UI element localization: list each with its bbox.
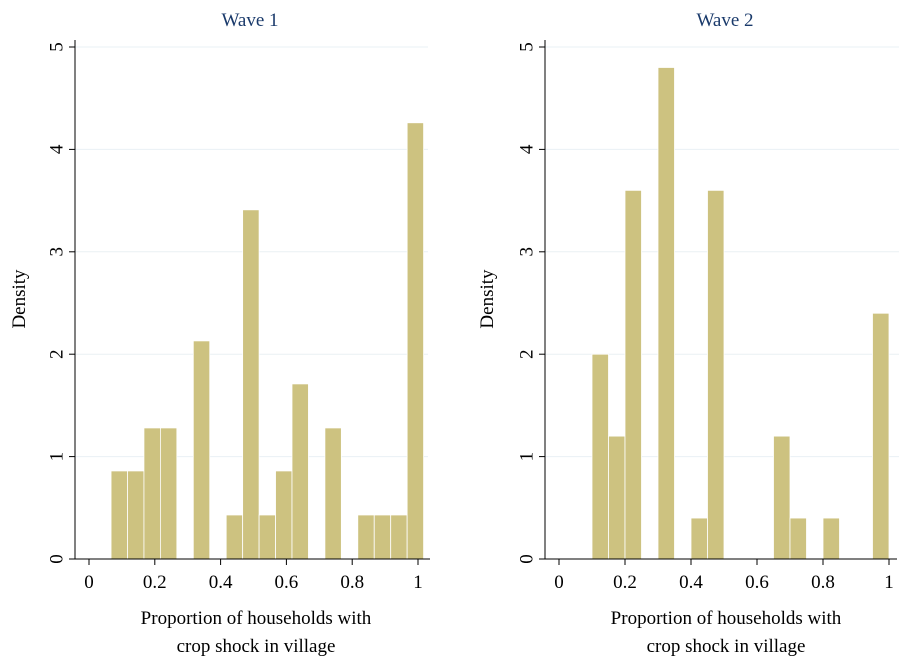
histogram-bar xyxy=(258,514,276,560)
histogram-bar xyxy=(690,517,708,560)
histogram-bar xyxy=(624,189,642,560)
histogram-bar xyxy=(110,470,128,560)
histogram-bar xyxy=(357,514,375,560)
x-tick-label: 0.6 xyxy=(745,572,769,593)
y-tick-label: 1 xyxy=(517,452,538,462)
panel-title: Wave 1 xyxy=(221,10,278,31)
histogram-bar xyxy=(822,517,840,560)
y-tick-label: 5 xyxy=(517,42,538,52)
x-tick-label: 0.6 xyxy=(275,572,299,593)
y-tick-label: 4 xyxy=(517,144,538,154)
y-axis-label: Density xyxy=(477,269,498,329)
x-axis-label-line-1: Proportion of households with xyxy=(611,608,842,629)
histogram-bar xyxy=(242,209,260,560)
histogram-bar xyxy=(707,189,725,560)
histogram-bar xyxy=(159,427,178,560)
histogram-bars xyxy=(591,67,890,560)
histogram-bar xyxy=(192,340,211,560)
y-tick-label: 3 xyxy=(47,247,68,256)
x-axis-label-line-1: Proportion of households with xyxy=(141,608,372,629)
x-axis-label-line-2: crop shock in village xyxy=(647,636,806,657)
x-tick-label: 0.2 xyxy=(143,572,167,593)
histogram-bar xyxy=(773,435,791,560)
histogram-bar xyxy=(291,383,309,560)
histogram-bar xyxy=(657,67,675,560)
histogram-bar xyxy=(143,427,161,560)
y-tick-label: 3 xyxy=(517,247,538,256)
histogram-bar xyxy=(275,470,293,560)
histogram-bar xyxy=(373,514,392,560)
histogram-bar xyxy=(127,470,145,560)
y-tick-label: 0 xyxy=(47,554,68,564)
panel-wave-2: Wave 2 0 1 2 3 4 5 0 0.2 0.4 0.6 0.8 1 Density Pro… xyxy=(477,10,899,657)
x-tick-label: 0.8 xyxy=(811,572,835,593)
x-axis-label-line-2: crop shock in village xyxy=(177,636,336,657)
histogram-bar xyxy=(872,312,890,560)
x-tick-label: 0.4 xyxy=(209,572,233,593)
histogram-bar xyxy=(225,514,244,560)
x-tick-label: 0.8 xyxy=(340,572,364,593)
histogram-bar xyxy=(789,517,807,560)
y-tick-label: 1 xyxy=(47,452,68,462)
y-tick-label: 2 xyxy=(517,349,538,359)
y-ticks: 0 1 2 3 4 5 xyxy=(517,42,545,564)
histogram-bars xyxy=(110,122,424,560)
x-tick-label: 0 xyxy=(84,572,94,593)
y-axis-label: Density xyxy=(9,269,30,329)
y-tick-label: 2 xyxy=(47,349,68,359)
histogram-bar xyxy=(608,435,626,560)
x-tick-label: 0.2 xyxy=(613,572,637,593)
x-tick-label: 0.4 xyxy=(679,572,703,593)
y-tick-label: 0 xyxy=(517,554,538,564)
y-tick-label: 5 xyxy=(47,42,68,52)
panel-wave-1: Wave 1 0 1 2 3 4 5 0 0.2 0.4 0.6 0.8 1 Density Pro… xyxy=(9,10,430,657)
histogram-bar xyxy=(390,514,408,560)
y-ticks: 0 1 2 3 4 5 xyxy=(47,42,75,564)
panel-title: Wave 2 xyxy=(696,10,753,31)
x-tick-label: 1 xyxy=(413,572,423,593)
x-tick-label: 1 xyxy=(884,572,894,593)
histogram-bar xyxy=(406,122,424,560)
x-tick-label: 0 xyxy=(554,572,564,593)
y-tick-label: 4 xyxy=(47,144,68,154)
x-ticks: 0 0.2 0.4 0.6 0.8 1 xyxy=(84,559,423,593)
x-ticks: 0 0.2 0.4 0.6 0.8 1 xyxy=(554,559,894,593)
histogram-bar xyxy=(324,427,342,560)
histogram-bar xyxy=(591,353,609,560)
